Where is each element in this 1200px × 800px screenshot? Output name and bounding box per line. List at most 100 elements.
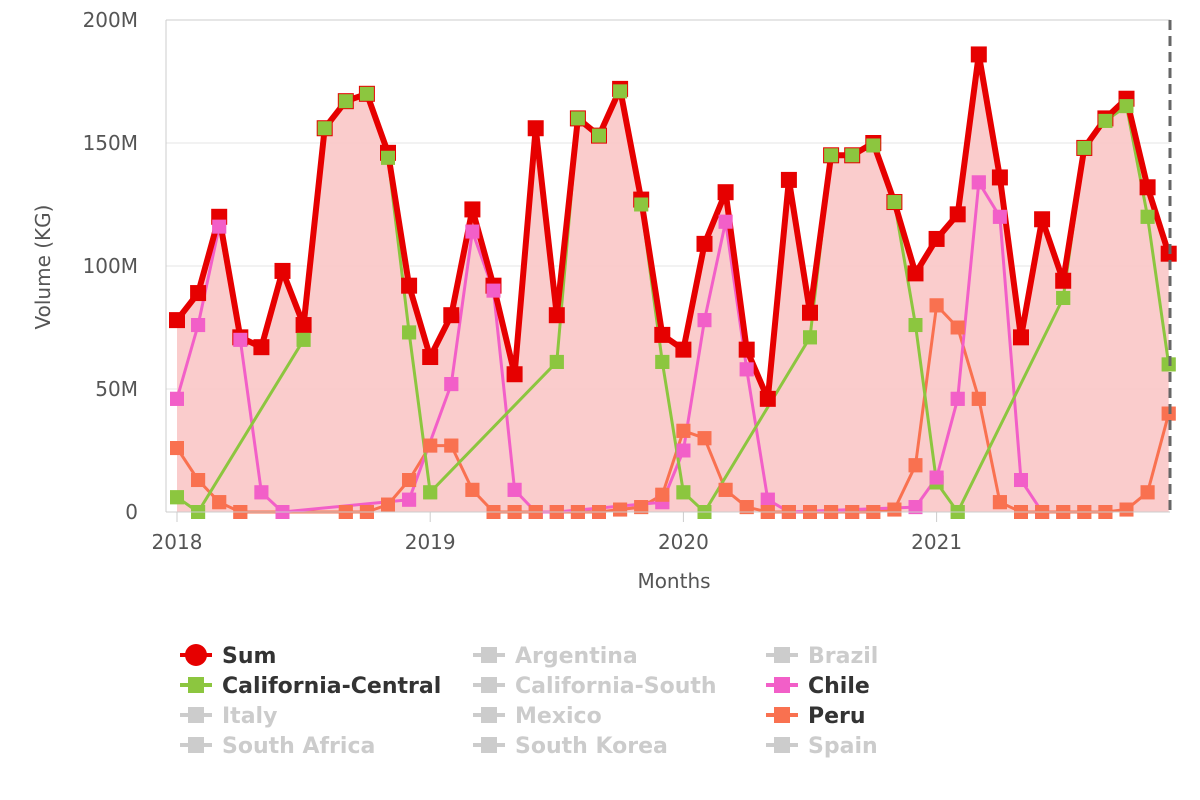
data-point-california-central xyxy=(908,318,923,333)
data-point-sum xyxy=(654,326,671,343)
data-point-california-central xyxy=(676,485,691,500)
data-point-peru xyxy=(402,473,417,488)
legend-item-argentina[interactable]: Argentina xyxy=(473,644,638,669)
legend-label: Brazil xyxy=(808,644,878,669)
data-point-chile xyxy=(191,318,206,333)
data-point-sum xyxy=(991,169,1008,186)
y-tick-label: 50M xyxy=(95,377,138,401)
legend-item-california-central[interactable]: California-Central xyxy=(180,674,441,699)
data-point-chile xyxy=(950,391,965,406)
data-point-california-central xyxy=(887,195,902,210)
legend-item-brazil[interactable]: Brazil xyxy=(766,644,878,669)
data-point-sum xyxy=(274,262,291,279)
legend-item-california-south[interactable]: California-South xyxy=(473,674,717,699)
legend-item-chile[interactable]: Chile xyxy=(766,674,870,699)
data-point-chile xyxy=(465,224,480,239)
data-point-sum xyxy=(401,277,418,294)
x-tick-label: 2019 xyxy=(405,530,456,554)
legend-marker xyxy=(188,707,204,723)
data-point-sum xyxy=(780,171,797,188)
legend-label: South Africa xyxy=(222,734,375,759)
data-point-peru xyxy=(634,500,649,515)
data-point-sum xyxy=(422,349,439,366)
y-axis-title: Volume (KG) xyxy=(31,205,55,330)
data-point-chile xyxy=(760,492,775,507)
sum-area-fill xyxy=(177,54,1169,513)
data-point-sum xyxy=(1139,179,1156,196)
legend-marker xyxy=(481,707,497,723)
data-point-california-central xyxy=(423,485,438,500)
data-point-california-central xyxy=(1119,99,1134,114)
data-point-peru xyxy=(381,497,395,512)
data-point-sum xyxy=(527,120,544,137)
data-point-peru xyxy=(676,423,691,438)
data-point-sum xyxy=(928,230,945,247)
data-point-california-central xyxy=(570,111,585,126)
data-point-peru xyxy=(191,473,206,488)
legend-marker xyxy=(481,677,497,693)
data-point-peru xyxy=(1119,502,1134,517)
data-point-chile xyxy=(929,470,944,485)
legend-item-mexico[interactable]: Mexico xyxy=(473,704,602,729)
data-point-peru xyxy=(465,482,480,497)
data-point-peru xyxy=(613,502,628,517)
data-point-chile xyxy=(739,362,754,377)
legend-label: South Korea xyxy=(515,734,668,759)
data-point-peru xyxy=(950,320,965,335)
data-point-california-central xyxy=(549,354,564,369)
plot-frame xyxy=(165,19,1172,513)
legend-label: California-South xyxy=(515,674,717,699)
data-point-chile xyxy=(971,175,986,190)
legend-marker xyxy=(774,677,790,693)
y-tick-label: 100M xyxy=(83,254,138,278)
legend-item-italy[interactable]: Italy xyxy=(180,704,277,729)
data-point-chile xyxy=(212,219,227,234)
legend-item-spain[interactable]: Spain xyxy=(766,734,878,759)
data-point-peru xyxy=(887,502,902,517)
legend-marker xyxy=(774,647,790,663)
data-point-peru xyxy=(655,487,670,502)
data-point-sum xyxy=(738,341,755,358)
data-point-peru xyxy=(1140,485,1155,500)
data-point-california-central xyxy=(402,325,417,340)
x-tick-label: 2021 xyxy=(911,530,962,554)
data-point-chile xyxy=(233,332,248,347)
data-point-california-central xyxy=(592,128,606,143)
data-point-peru xyxy=(739,500,754,515)
legend-label: Chile xyxy=(808,674,870,699)
y-tick-label: 0 xyxy=(125,500,138,524)
data-point-sum xyxy=(253,339,270,356)
data-point-chile xyxy=(718,214,733,229)
data-point-peru xyxy=(971,391,986,406)
legend-item-south-korea[interactable]: South Korea xyxy=(473,734,668,759)
x-axis-title: Months xyxy=(637,569,710,593)
legend-label: California-Central xyxy=(222,674,441,699)
data-point-chile xyxy=(170,391,184,406)
data-point-sum xyxy=(907,265,924,282)
legend-item-sum[interactable]: Sum xyxy=(180,644,276,669)
legend-label: Peru xyxy=(808,704,866,729)
data-point-sum xyxy=(1013,329,1029,346)
data-point-sum xyxy=(970,46,987,63)
data-point-sum xyxy=(675,341,692,358)
data-point-peru xyxy=(718,482,733,497)
data-point-california-central xyxy=(613,84,628,99)
data-point-sum xyxy=(548,307,565,324)
legend-item-peru[interactable]: Peru xyxy=(766,704,866,729)
data-point-peru xyxy=(908,458,923,473)
legend-label: Sum xyxy=(222,644,276,669)
data-point-peru xyxy=(444,438,459,453)
legend-item-south-africa[interactable]: South Africa xyxy=(180,734,375,759)
data-point-california-central xyxy=(866,138,881,153)
legend-marker xyxy=(774,707,790,723)
series-lines xyxy=(169,46,1177,519)
data-point-sum xyxy=(443,307,460,324)
data-point-sum xyxy=(295,317,312,334)
legend-marker xyxy=(481,737,497,753)
data-point-chile xyxy=(444,377,459,392)
data-point-chile xyxy=(992,209,1007,224)
axes: 0 50M 100M 150M 200M 2018 2019 2020 2021 xyxy=(83,8,962,554)
data-point-peru xyxy=(929,298,944,313)
data-point-peru xyxy=(423,438,438,453)
